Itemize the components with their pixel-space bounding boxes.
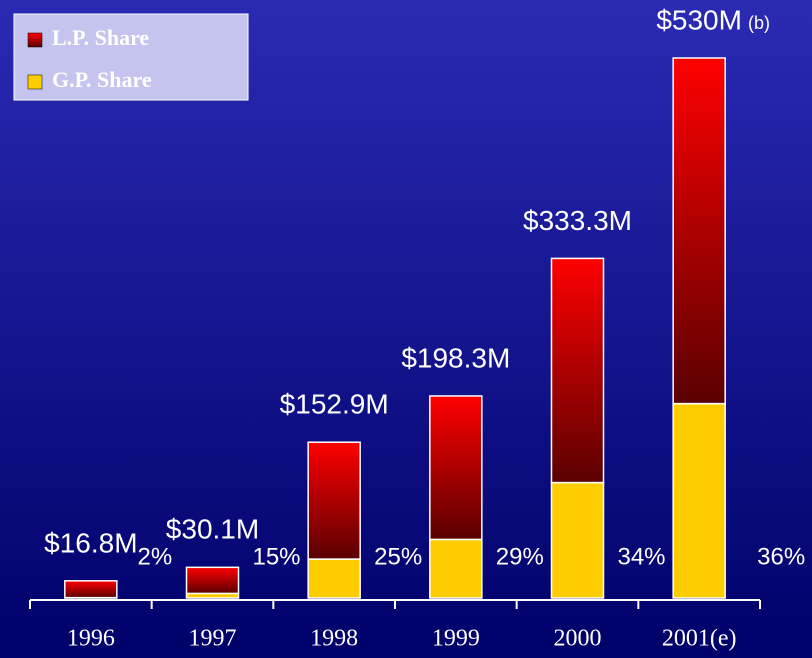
x-tick-label: 1998 bbox=[310, 626, 358, 652]
bar-segment bbox=[550, 257, 605, 484]
share-label: 36% bbox=[757, 543, 805, 570]
share-label: 2% bbox=[137, 543, 172, 570]
x-tick-label: 1997 bbox=[189, 626, 237, 652]
share-label: 29% bbox=[496, 543, 544, 570]
x-tick-label: 2001(e) bbox=[662, 626, 737, 652]
bar-segment bbox=[185, 566, 240, 595]
bar-segment bbox=[672, 402, 726, 599]
total-label: $198.3M bbox=[401, 342, 510, 373]
bar-segment bbox=[550, 481, 605, 599]
total-label: $333.3M bbox=[523, 205, 632, 236]
share-label: 15% bbox=[252, 543, 300, 570]
bar-segment bbox=[429, 395, 483, 541]
legend-box bbox=[13, 13, 249, 101]
legend-swatch bbox=[27, 32, 43, 48]
share-label: 34% bbox=[617, 543, 665, 570]
total-label: $30.1M bbox=[166, 514, 259, 545]
legend-label: G.P. Share bbox=[52, 67, 152, 92]
x-tick-label: 2000 bbox=[554, 626, 602, 652]
total-label: $152.9M bbox=[280, 389, 389, 420]
legend-label: L.P. Share bbox=[52, 25, 149, 50]
total-label: $530M bbox=[656, 4, 742, 35]
x-tick-label: 1999 bbox=[432, 626, 480, 652]
total-label: $16.8M bbox=[44, 527, 137, 558]
bar-segment bbox=[307, 441, 361, 560]
bar-segment bbox=[307, 558, 361, 599]
bar-segment bbox=[429, 538, 483, 599]
x-tick-label: 1996 bbox=[67, 626, 115, 652]
bar-segment bbox=[64, 580, 118, 599]
legend: L.P. Share G.P. Share bbox=[13, 13, 249, 101]
legend-swatch bbox=[27, 74, 43, 90]
share-label: 25% bbox=[374, 543, 422, 570]
bar-segment bbox=[672, 57, 726, 405]
annotation: (b) bbox=[748, 13, 770, 33]
